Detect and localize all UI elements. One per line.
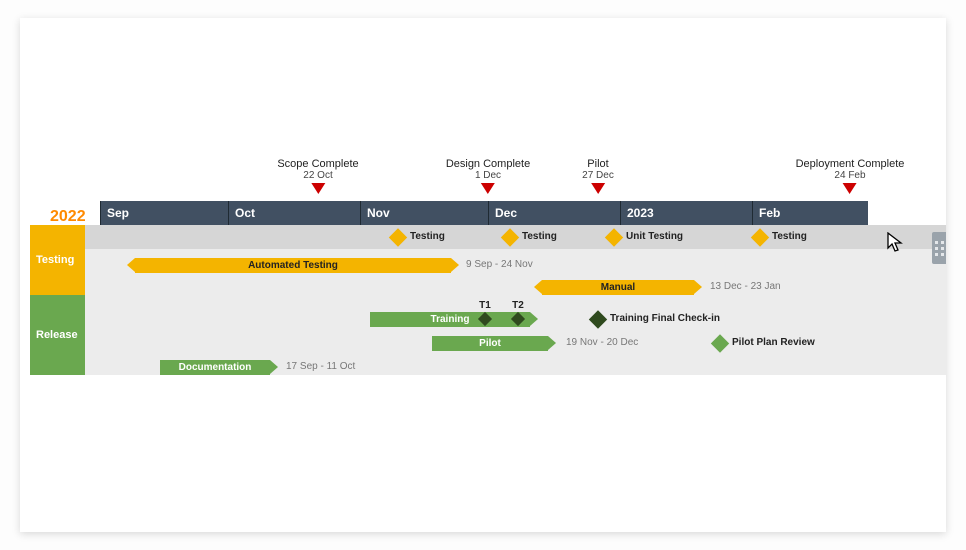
caret-down-icon	[591, 183, 605, 194]
task-bar[interactable]: Pilot	[432, 336, 548, 351]
milestone[interactable]: Design Complete1 Dec	[446, 158, 530, 194]
milestone[interactable]: Deployment Complete24 Feb	[796, 158, 905, 194]
diamond-label: Training Final Check-in	[610, 313, 720, 324]
timeline-tick: Oct	[228, 201, 255, 225]
swimlane-label[interactable]: Testing	[30, 225, 85, 295]
diamond-label: Testing	[522, 231, 557, 242]
caret-down-icon	[843, 183, 857, 194]
bar-arrow-right	[270, 360, 278, 374]
milestone-date: 27 Dec	[582, 170, 614, 181]
timeline-tick: Feb	[752, 201, 780, 225]
task-date-range: 13 Dec - 23 Jan	[710, 281, 781, 292]
bar-arrow-right	[451, 258, 459, 272]
bar-arrow-right	[530, 312, 538, 326]
milestone-label: Deployment Complete	[796, 158, 905, 170]
milestone-label: Pilot	[582, 158, 614, 170]
milestone[interactable]: Pilot27 Dec	[582, 158, 614, 194]
task-bar[interactable]: Training	[370, 312, 530, 327]
diamond-label: Pilot Plan Review	[732, 337, 815, 348]
diamond-label: T2	[512, 300, 524, 311]
year-label: 2022	[50, 208, 86, 226]
timeline-tick: Dec	[488, 201, 517, 225]
task-bar[interactable]: Automated Testing	[135, 258, 451, 273]
task-bar[interactable]: Manual	[542, 280, 694, 295]
milestone-date: 24 Feb	[796, 170, 905, 181]
task-date-range: 19 Nov - 20 Dec	[566, 337, 638, 348]
caret-down-icon	[481, 183, 495, 194]
drag-handle[interactable]	[932, 232, 946, 264]
milestone[interactable]: Scope Complete22 Oct	[277, 158, 358, 194]
diamond-label: Testing	[410, 231, 445, 242]
milestone-date: 22 Oct	[277, 170, 358, 181]
timeline-tick: Nov	[360, 201, 390, 225]
task-date-range: 17 Sep - 11 Oct	[286, 361, 355, 372]
task-bar[interactable]: Documentation	[160, 360, 270, 375]
diamond-label: Testing	[772, 231, 807, 242]
bar-arrow-left	[534, 280, 542, 294]
bar-arrow-right	[694, 280, 702, 294]
milestone-date: 1 Dec	[446, 170, 530, 181]
bar-arrow-left	[127, 258, 135, 272]
diamond-label: T1	[479, 300, 491, 311]
timeline-tick: 2023	[620, 201, 654, 225]
canvas: 2022 Sep Oct Nov Dec 2023 Feb Scope Complete22 …	[20, 18, 946, 532]
caret-down-icon	[311, 183, 325, 194]
timeline-tick: Sep	[100, 201, 129, 225]
swimlane-label[interactable]: Release	[30, 295, 85, 375]
diamond-label: Unit Testing	[626, 231, 683, 242]
task-date-range: 9 Sep - 24 Nov	[466, 259, 533, 270]
gantt-chart: 2022 Sep Oct Nov Dec 2023 Feb Scope Complete22 …	[20, 18, 946, 532]
milestone-label: Scope Complete	[277, 158, 358, 170]
milestone-label: Design Complete	[446, 158, 530, 170]
bar-arrow-right	[548, 336, 556, 350]
